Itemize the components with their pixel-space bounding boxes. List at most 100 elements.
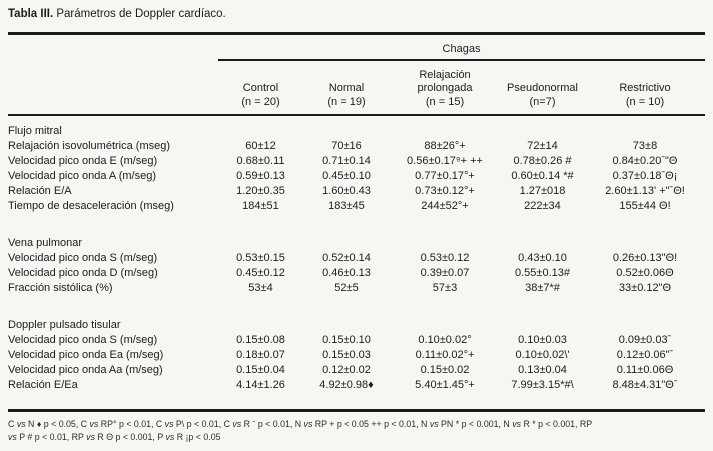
cell-value: 0.39±0.07 — [420, 267, 470, 279]
cell-value: 0.68±0.11 — [236, 155, 285, 167]
row-label: Fracción sistólica (%) — [8, 282, 113, 294]
section-header-row: Flujo mitral — [8, 124, 705, 139]
column-header-line: (n = 19) — [327, 95, 366, 108]
group-header-chagas: Chagas — [442, 43, 481, 55]
cell-value: 53±4 — [248, 282, 273, 294]
row-label: Velocidad pico onda S (m/seg) — [8, 334, 158, 346]
column-header-line: prolongada — [417, 82, 473, 94]
column-header-line: (n = 20) — [241, 95, 280, 108]
cell-value: 155±44 Θ! — [619, 200, 671, 212]
cell-value: 0.11±0.02°+ — [415, 349, 475, 361]
table-row: Relación E/A 1.20±0.35 1.60±0.43 0.73±0.12°… — [8, 184, 705, 199]
column-header-line: Control — [242, 82, 279, 94]
column-header-line: (n = 15) — [425, 95, 465, 108]
table-row: Velocidad pico onda Ea (m/seg) 0.18±0.07 0… — [8, 348, 705, 363]
cell-value: 222±34 — [524, 200, 561, 212]
top-rule — [8, 32, 705, 35]
row-label: Relajación isovolumétrica (mseg) — [8, 140, 171, 152]
cell-value: 0.10±0.03 — [518, 334, 567, 346]
cell-value: 70±16 — [331, 140, 362, 152]
cell-value: 7.99±3.15*#\ — [511, 379, 574, 391]
row-label: Velocidad pico onda Ea (m/seg) — [8, 349, 164, 361]
table-row: Velocidad pico onda S (m/seg) 0.53±0.15 0.… — [8, 251, 705, 266]
cell-value: 1.60±0.43 — [322, 185, 371, 197]
cell-value: 0.55±0.13# — [515, 267, 570, 279]
cell-value: 0.71±0.14 — [322, 155, 371, 167]
cell-value: 0.26±0.13"Θ! — [612, 252, 678, 264]
cell-value: 0.59±0.13 — [236, 170, 285, 182]
cell-value: 0.13±0.04 — [518, 364, 567, 376]
table-number: Tabla III. — [8, 8, 54, 20]
row-label: Velocidad pico onda A (m/seg) — [8, 170, 156, 182]
cell-value: 0.46±0.13 — [322, 267, 371, 279]
cell-value: 0.45±0.10 — [322, 170, 371, 182]
table-caption: Parámetros de Doppler cardíaco. — [53, 8, 226, 20]
cell-value: 0.43±0.10 — [518, 252, 567, 264]
table-row: Relajación isovolumétrica (mseg) 60±12 70±… — [8, 139, 705, 154]
table-row: Velocidad pico onda A (m/seg) 0.59±0.13 0.… — [8, 169, 705, 184]
table-body: Flujo mitral Relajación isovolumétrica (m… — [8, 124, 705, 393]
cell-value: 0.09±0.03ˉ — [618, 334, 672, 346]
cell-value: 0.15±0.04 — [236, 364, 285, 376]
cell-value: 0.10±0.02\' — [515, 349, 570, 361]
cell-value: 4.14±1.26 — [236, 379, 285, 391]
cell-value: 60±12 — [245, 140, 276, 152]
cell-value: 0.10±0.02° — [418, 334, 472, 346]
column-header-3: Pseudonormal (n=7) — [500, 82, 585, 112]
cell-value: 0.52±0.06Θ — [616, 267, 674, 279]
cell-value: 1.27±018 — [519, 185, 566, 197]
row-label: Velocidad pico onda E (m/seg) — [8, 155, 158, 167]
cell-value: 0.53±0.15 — [236, 252, 285, 264]
header-rule — [8, 114, 705, 116]
table-section-2: Doppler pulsado tisular Velocidad pico on… — [8, 318, 705, 393]
cell-value: 244±52°+ — [421, 200, 469, 212]
cell-value: 0.53±0.12 — [420, 252, 470, 264]
cell-value: 2.60±1.13' +"ˉΘ! — [605, 185, 685, 197]
section-title: Vena pulmonar — [8, 237, 82, 249]
cell-value: 0.15±0.10 — [322, 334, 371, 346]
cell-value: 183±45 — [328, 200, 365, 212]
table-section-0: Flujo mitral Relajación isovolumétrica (m… — [8, 124, 705, 214]
table-row: Velocidad pico onda S (m/seg) 0.15±0.08 0.… — [8, 333, 705, 348]
row-label: Tiempo de desaceleración (mseg) — [8, 200, 174, 212]
cell-value: 0.78±0.26 # — [513, 155, 572, 167]
cell-value: 0.73±0.12°+ — [415, 185, 475, 197]
cell-value: 4.92±0.98♦ — [319, 379, 374, 391]
cell-value: 184±51 — [242, 200, 279, 212]
column-header-line: Relajación — [419, 68, 471, 81]
column-header-line: (n = 10) — [625, 95, 665, 108]
section-title: Flujo mitral — [8, 125, 62, 137]
column-header-2: Relajación prolongada (n = 15) — [390, 69, 500, 113]
group-header-rule — [218, 59, 705, 61]
cell-value: 0.15±0.08 — [236, 334, 285, 346]
cell-value: 8.48±4.31"Θˉ — [612, 379, 678, 391]
section-header-row: Vena pulmonar — [8, 236, 705, 251]
table-section-1: Vena pulmonar Velocidad pico onda S (m/se… — [8, 236, 705, 296]
cell-value: 0.15±0.03 — [322, 349, 371, 361]
cell-value: 0.52±0.14 — [322, 252, 371, 264]
cell-value: 38±7*# — [525, 282, 560, 294]
table-title: Tabla III. Parámetros de Doppler cardíac… — [8, 8, 226, 20]
table-row: Velocidad pico onda E (m/seg) 0.68±0.11 0.… — [8, 154, 705, 169]
row-label: Velocidad pico onda S (m/seg) — [8, 252, 158, 264]
cell-value: 0.77±0.17°+ — [415, 170, 475, 182]
table-row: Velocidad pico onda Aa (m/seg) 0.15±0.04 0… — [8, 363, 705, 378]
cell-value: 0.56±0.17⁹+ ++ — [407, 155, 483, 167]
cell-value: 5.40±1.45°+ — [415, 379, 475, 391]
cell-value: 72±14 — [527, 140, 558, 152]
cell-value: 57±3 — [432, 282, 458, 294]
cell-value: 0.37±0.18ˉΘ¡ — [612, 170, 678, 182]
cell-value: 0.60±0.14 *# — [511, 170, 574, 182]
column-header-line: Pseudonormal — [507, 82, 578, 94]
cell-value: 0.12±0.06"ˉ — [616, 349, 674, 361]
row-label: Velocidad pico onda Aa (m/seg) — [8, 364, 163, 376]
cell-value: 0.11±0.06Θ — [616, 364, 674, 376]
table-row: Fracción sistólica (%) 53±4 52±5 57±3 38±7*#… — [8, 281, 705, 296]
cell-value: 33±0.12"Θ — [618, 282, 672, 294]
column-header-line: Normal — [328, 82, 365, 94]
row-label: Relación E/Ea — [8, 379, 78, 391]
footnote-line-1: C vs N ♦ p < 0.05, C vs RP° p < 0.01, C … — [8, 419, 593, 429]
cell-value: 0.15±0.02 — [420, 364, 470, 376]
cell-value: 0.12±0.02 — [322, 364, 371, 376]
